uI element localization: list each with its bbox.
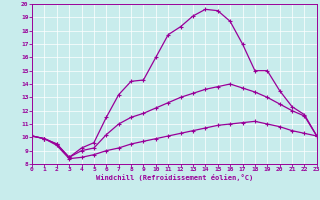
- X-axis label: Windchill (Refroidissement éolien,°C): Windchill (Refroidissement éolien,°C): [96, 174, 253, 181]
